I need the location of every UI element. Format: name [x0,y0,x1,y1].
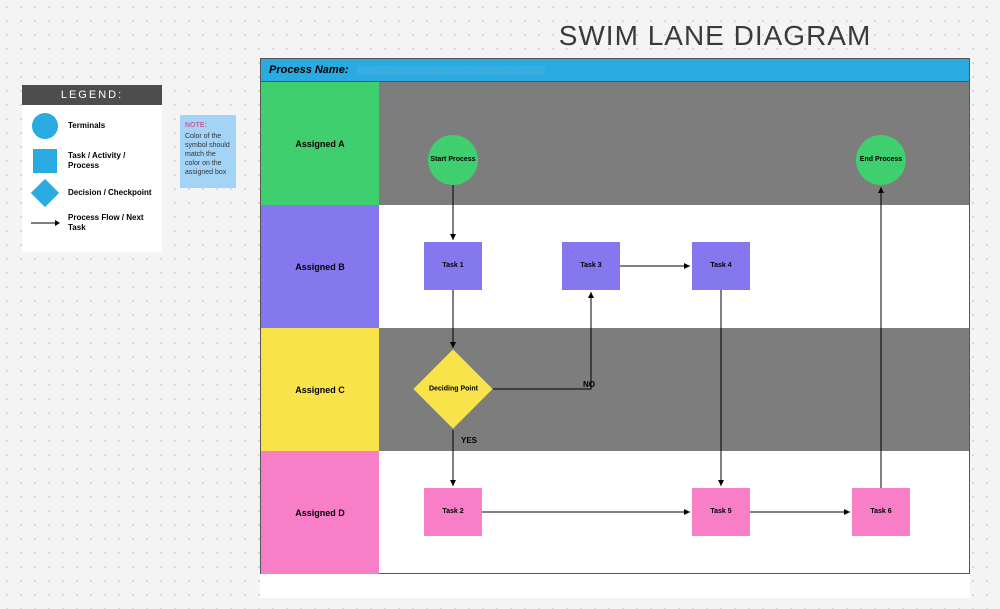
node-task3[interactable]: Task 3 [562,242,620,290]
process-name-placeholder[interactable]: WRITE THE NAME OF THE PROCESS HERE. [357,66,546,75]
legend-label: Process Flow / Next Task [62,213,156,232]
node-task6[interactable]: Task 6 [852,488,910,536]
edge-label-no: NO [583,380,595,389]
lane-header-a: Assigned A [261,82,379,205]
decision-icon [31,179,59,207]
legend-row-arrow: Process Flow / Next Task [28,213,156,232]
legend-row-task: Task / Activity / Process [28,149,156,173]
lane-c: Assigned C [261,328,969,451]
lane-header-d: Assigned D [261,451,379,574]
node-task5[interactable]: Task 5 [692,488,750,536]
note-panel: NOTE: Color of the symbol should match t… [180,115,236,188]
legend-panel: LEGEND: Terminals Task / Activity / Proc… [22,85,162,252]
node-task2[interactable]: Task 2 [424,488,482,536]
legend-row-decision: Decision / Checkpoint [28,183,156,203]
lanes-container: Assigned A Assigned B Assigned C Assigne… [260,82,970,574]
lane-header-b: Assigned B [261,205,379,328]
lane-header-c: Assigned C [261,328,379,451]
swimlane-diagram: Process Name: WRITE THE NAME OF THE PROC… [260,58,970,598]
note-body: Color of the symbol should match the col… [185,132,231,177]
terminal-icon [32,113,58,139]
page-title: SWIM LANE DIAGRAM [430,20,1000,52]
edge-label-yes: YES [461,436,477,445]
process-name-bar: Process Name: WRITE THE NAME OF THE PROC… [260,58,970,82]
legend-header: LEGEND: [22,85,162,105]
node-decision-label: Deciding Point [429,385,478,393]
node-task4[interactable]: Task 4 [692,242,750,290]
legend-label: Terminals [62,121,156,131]
node-start[interactable]: Start Process [428,135,478,185]
legend-row-terminals: Terminals [28,113,156,139]
process-name-label: Process Name: [261,64,357,76]
legend-label: Decision / Checkpoint [62,188,156,198]
task-icon [33,149,57,173]
note-title: NOTE: [185,121,231,130]
legend-label: Task / Activity / Process [62,151,156,170]
node-end[interactable]: End Process [856,135,906,185]
arrow-icon [30,218,60,228]
node-task1[interactable]: Task 1 [424,242,482,290]
